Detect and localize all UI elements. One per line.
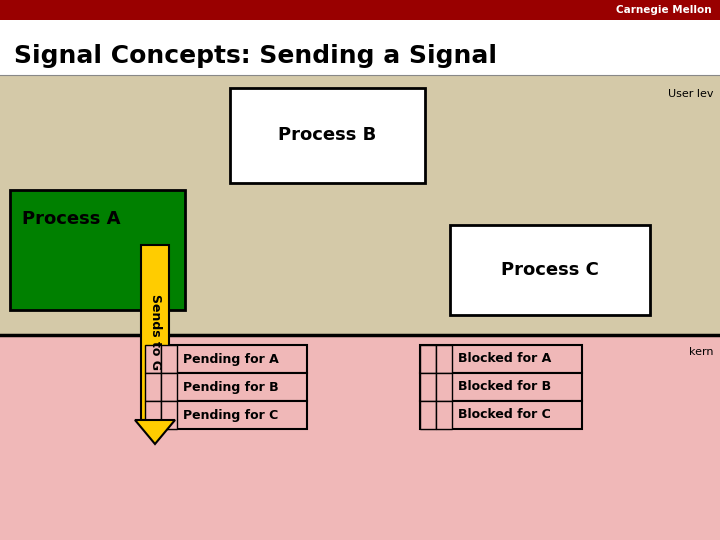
Bar bbox=[450, 225, 650, 315]
Bar bbox=[145, 401, 307, 429]
Text: Process B: Process B bbox=[279, 126, 377, 145]
Bar bbox=[420, 401, 582, 429]
Text: Carnegie Mellon: Carnegie Mellon bbox=[616, 5, 712, 15]
Bar bbox=[141, 245, 169, 420]
Bar bbox=[161, 345, 177, 373]
Polygon shape bbox=[135, 420, 175, 444]
Bar bbox=[0, 0, 720, 20]
Bar bbox=[145, 373, 307, 401]
Bar bbox=[161, 373, 177, 401]
Bar bbox=[420, 345, 582, 373]
Bar bbox=[0, 75, 720, 335]
Bar bbox=[420, 401, 436, 429]
Text: Blocked for A: Blocked for A bbox=[458, 353, 552, 366]
Text: Blocked for C: Blocked for C bbox=[458, 408, 551, 422]
Bar bbox=[145, 401, 161, 429]
Bar bbox=[436, 373, 452, 401]
Text: Pending for B: Pending for B bbox=[183, 381, 279, 394]
Bar bbox=[420, 373, 582, 401]
Bar bbox=[420, 345, 436, 373]
Bar bbox=[145, 373, 161, 401]
Text: kern: kern bbox=[690, 347, 714, 357]
Bar bbox=[436, 345, 452, 373]
Bar bbox=[0, 335, 720, 540]
Bar bbox=[161, 401, 177, 429]
Bar bbox=[145, 345, 161, 373]
Text: Sends to G: Sends to G bbox=[148, 294, 161, 370]
Text: User lev: User lev bbox=[668, 89, 714, 99]
Text: Pending for A: Pending for A bbox=[183, 353, 279, 366]
Bar bbox=[10, 190, 185, 310]
Text: Pending for C: Pending for C bbox=[183, 408, 278, 422]
Bar bbox=[230, 88, 425, 183]
Text: Signal Concepts: Sending a Signal: Signal Concepts: Sending a Signal bbox=[14, 44, 497, 68]
Bar bbox=[145, 345, 307, 373]
Text: Blocked for B: Blocked for B bbox=[458, 381, 551, 394]
Text: Process C: Process C bbox=[501, 261, 599, 279]
Bar bbox=[420, 373, 436, 401]
Text: Process A: Process A bbox=[22, 210, 120, 228]
Bar bbox=[436, 401, 452, 429]
